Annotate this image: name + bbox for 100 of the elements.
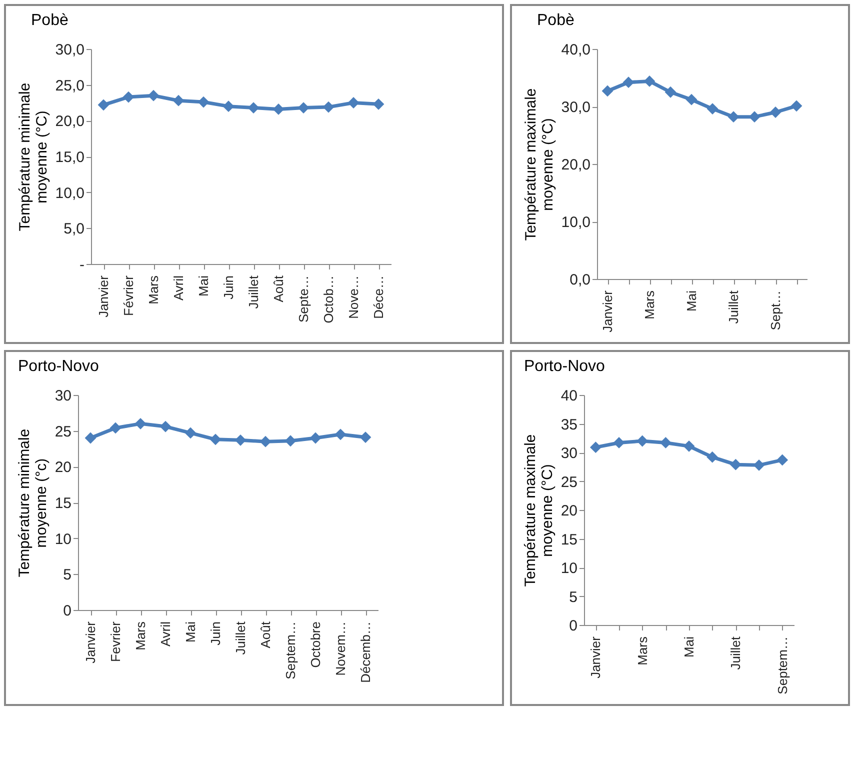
x-tick-label: Mai bbox=[196, 275, 211, 296]
chart-title: Porto-Novo bbox=[18, 358, 100, 375]
point bbox=[184, 427, 196, 439]
y-tick-label: - bbox=[80, 256, 84, 274]
point bbox=[248, 102, 260, 114]
y-tick-label: 0,0 bbox=[570, 272, 590, 288]
point bbox=[660, 437, 672, 448]
x-tick-label: Août bbox=[271, 275, 286, 302]
point bbox=[753, 459, 765, 471]
y-tick-label: 25,0 bbox=[55, 77, 84, 94]
point bbox=[590, 442, 602, 454]
point bbox=[730, 458, 742, 470]
point bbox=[683, 440, 695, 452]
point bbox=[84, 432, 96, 444]
point bbox=[148, 90, 160, 102]
x-tick-label: Octob… bbox=[321, 276, 336, 324]
x-tick-label: Mai bbox=[682, 636, 696, 658]
y-tick-label: 0 bbox=[569, 618, 578, 634]
point bbox=[260, 436, 272, 448]
point bbox=[348, 97, 360, 108]
y-tick-label: 10,0 bbox=[55, 184, 84, 202]
y-tick-label: 15 bbox=[54, 495, 72, 512]
y-axis-title: Température minimale moyenne (°C) bbox=[16, 82, 50, 232]
point bbox=[222, 100, 234, 112]
x-tick-label: Mars bbox=[634, 636, 650, 666]
point bbox=[172, 94, 184, 106]
chart-title: Porto-Novo bbox=[524, 358, 606, 375]
point bbox=[210, 434, 222, 446]
point bbox=[310, 432, 322, 444]
point bbox=[298, 102, 310, 114]
x-tick-label: Juillet bbox=[728, 636, 744, 670]
x-tick-label: Fevrier bbox=[108, 620, 123, 662]
y-axis-title: Température minimale moyenne (°c) bbox=[16, 428, 50, 578]
y-tick-label: 10,0 bbox=[561, 214, 590, 231]
x-tick-label: Juin bbox=[208, 622, 223, 646]
y-tick-label: 40,0 bbox=[561, 42, 590, 58]
y-tick-label: 20 bbox=[560, 502, 578, 520]
point bbox=[613, 437, 625, 448]
x-tick-label: Juillet bbox=[246, 275, 261, 309]
x-tick-label: Janvier bbox=[83, 620, 98, 664]
x-tick-label: Nove… bbox=[346, 276, 361, 319]
y-tick-label: 5 bbox=[569, 588, 578, 606]
x-tick-label: Février bbox=[121, 274, 136, 316]
x-tick-label: Mai bbox=[684, 290, 699, 312]
point bbox=[622, 76, 634, 88]
x-tick-label: Juin bbox=[221, 276, 236, 300]
point bbox=[322, 101, 334, 113]
point bbox=[334, 428, 346, 440]
x-tick-label: Décemb… bbox=[358, 622, 373, 683]
x-tick-label: Août bbox=[258, 621, 273, 648]
point bbox=[644, 76, 656, 87]
point bbox=[790, 100, 802, 112]
point bbox=[234, 434, 246, 446]
y-tick-label: 40 bbox=[560, 388, 578, 404]
x-tick-label: Janvier bbox=[600, 290, 615, 332]
x-tick-label: Mars bbox=[133, 621, 148, 650]
chart-title: Pobè bbox=[537, 12, 574, 29]
x-tick-label: Septem… bbox=[283, 622, 298, 680]
y-axis-title: Température maximale moyenne (°C) bbox=[522, 434, 556, 587]
point bbox=[706, 103, 718, 114]
x-tick-label: Mai bbox=[183, 621, 198, 642]
x-tick-label: Janvier bbox=[588, 636, 604, 678]
point bbox=[360, 432, 372, 443]
y-axis-title: Température maximale moyenne (°C) bbox=[522, 88, 556, 241]
y-tick-label: 25 bbox=[560, 474, 578, 491]
x-tick-label: Janvier bbox=[96, 274, 111, 318]
point bbox=[664, 86, 676, 98]
point bbox=[160, 420, 172, 432]
x-tick-label: Mars bbox=[146, 275, 161, 304]
x-tick-label: Novem… bbox=[333, 622, 348, 676]
point bbox=[748, 111, 760, 123]
y-tick-label: 20 bbox=[54, 459, 72, 476]
point bbox=[122, 91, 134, 103]
y-tick-label: 30 bbox=[560, 445, 578, 462]
x-tick-label: Septe… bbox=[296, 276, 311, 322]
x-tick-label: Juillet bbox=[233, 621, 248, 655]
x-tick-label: Avril bbox=[158, 621, 173, 647]
point bbox=[98, 99, 110, 111]
point bbox=[372, 98, 384, 110]
y-tick-label: 10 bbox=[560, 560, 578, 577]
x-tick-label: Déce… bbox=[371, 276, 386, 319]
chart-title: Pobè bbox=[31, 12, 68, 29]
point bbox=[636, 435, 648, 447]
y-tick-label: 5,0 bbox=[64, 220, 84, 238]
point bbox=[770, 106, 782, 118]
point bbox=[272, 104, 284, 115]
y-tick-label: 5 bbox=[63, 566, 72, 584]
y-tick-label: 30,0 bbox=[561, 99, 590, 116]
x-tick-label: Octobre bbox=[308, 622, 323, 668]
point bbox=[686, 94, 698, 106]
y-tick-label: 30 bbox=[54, 388, 72, 404]
x-tick-label: Sept… bbox=[768, 290, 783, 330]
point bbox=[602, 85, 614, 97]
x-tick-label: Mars bbox=[642, 290, 657, 320]
point bbox=[134, 418, 146, 430]
y-tick-label: 30,0 bbox=[55, 42, 84, 58]
y-tick-label: 20,0 bbox=[561, 156, 590, 174]
point bbox=[706, 451, 718, 463]
point bbox=[198, 96, 210, 108]
point bbox=[110, 422, 122, 434]
